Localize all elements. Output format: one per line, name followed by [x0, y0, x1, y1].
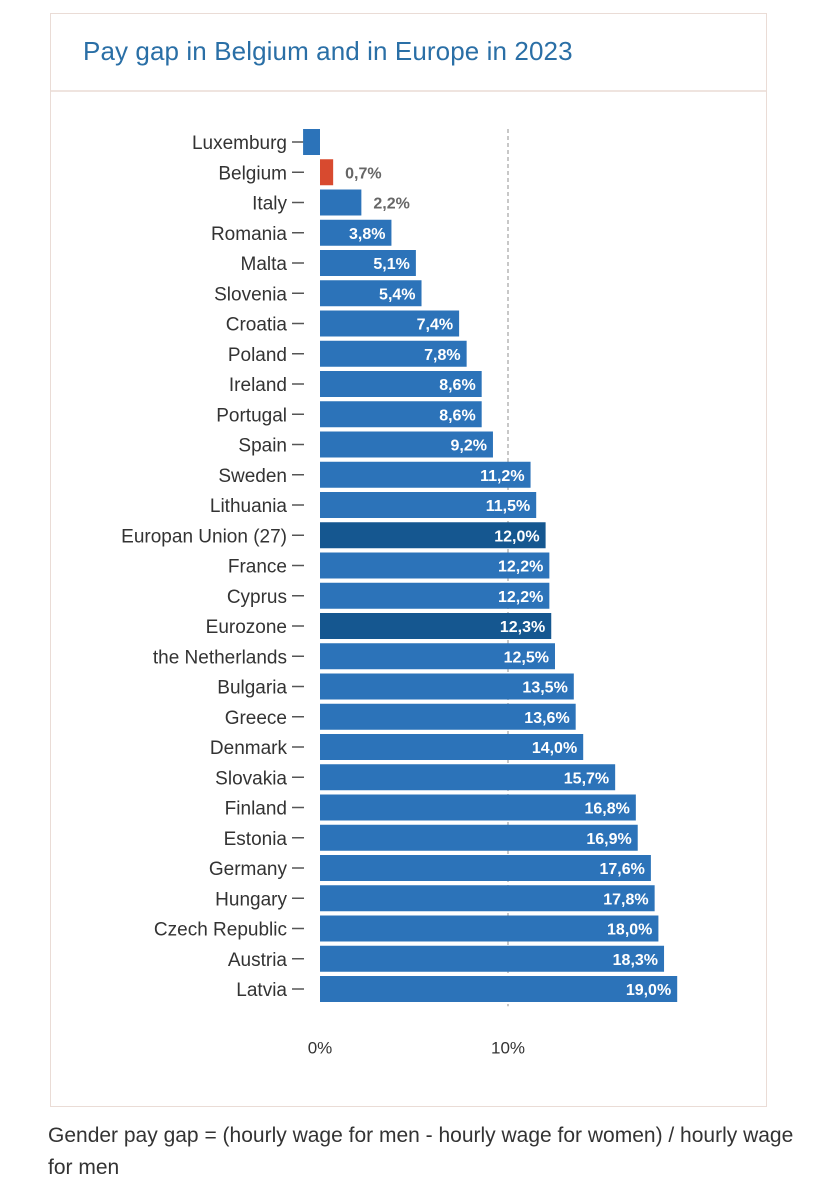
bar-czech-republic: [320, 915, 659, 942]
bar-denmark: [320, 734, 584, 760]
category-label: Romania: [211, 224, 287, 245]
category-label: Eurozone: [206, 617, 287, 638]
category-label: Bulgaria: [217, 678, 287, 699]
x-tick-label: 10%: [491, 1038, 525, 1057]
category-label: Greece: [225, 708, 287, 729]
category-label: Spain: [238, 436, 287, 457]
data-label: 5,1%: [373, 256, 409, 273]
bar-chart: Luxemburg Belgium 0,7% Italy 2,2% Romania 3,8%…: [121, 129, 678, 1057]
data-label: 13,5%: [522, 680, 567, 697]
bar-malta: [320, 250, 416, 276]
data-label: 7,8%: [424, 347, 460, 364]
category-label: Poland: [228, 345, 287, 366]
data-label: 11,5%: [486, 498, 530, 515]
bar-europan-union-27: [320, 522, 546, 549]
data-label: 12,2%: [498, 589, 543, 606]
category-label: Cyprus: [227, 587, 287, 608]
category-label: Denmark: [210, 738, 288, 759]
data-label: 11,2%: [480, 468, 524, 485]
data-label: 8,6%: [439, 407, 475, 424]
bar-croatia: [320, 310, 460, 337]
bar-greece: [320, 703, 576, 730]
bar-poland: [320, 340, 467, 367]
bar-germany: [320, 855, 651, 881]
bar-estonia: [320, 824, 638, 851]
data-label: 17,8%: [603, 891, 648, 908]
title-divider: [51, 90, 766, 92]
bar-slovenia: [320, 280, 422, 307]
category-label: Estonia: [224, 829, 288, 850]
footnote: Gender pay gap = (hourly wage for men - …: [48, 1124, 794, 1179]
category-label: Ireland: [229, 375, 287, 396]
category-label: Malta: [241, 254, 288, 275]
category-label: Germany: [209, 859, 288, 880]
bar-sweden: [320, 461, 531, 488]
category-label: France: [228, 557, 287, 578]
data-label: 17,6%: [600, 861, 645, 878]
data-label: 14,0%: [532, 740, 577, 757]
bar-austria: [320, 945, 665, 972]
bar-slovakia: [320, 764, 616, 791]
bar-italy: [320, 189, 362, 216]
category-label: Hungary: [215, 889, 287, 910]
category-label: Finland: [225, 799, 287, 820]
data-label: 18,0%: [607, 922, 652, 939]
category-label: Belgium: [218, 163, 287, 184]
category-label: the Netherlands: [153, 647, 287, 668]
category-label: Italy: [252, 194, 287, 215]
bar-lithuania: [320, 492, 537, 518]
data-label: 19,0%: [626, 982, 671, 999]
data-label: 8,6%: [439, 377, 475, 394]
data-label: 12,3%: [500, 619, 545, 636]
data-label: 12,0%: [494, 528, 539, 545]
category-label: Europan Union (27): [121, 526, 287, 547]
bar-the-netherlands: [320, 643, 555, 670]
bar-portugal: [320, 401, 482, 428]
x-tick-label: 0%: [308, 1038, 333, 1057]
data-label: 12,5%: [504, 649, 549, 666]
bar-luxemburg: [303, 129, 320, 155]
data-label: 3,8%: [349, 226, 385, 243]
category-label: Luxemburg: [192, 133, 287, 154]
category-label: Austria: [228, 950, 288, 971]
data-label: 7,4%: [417, 317, 453, 334]
category-label: Sweden: [218, 466, 287, 487]
bar-ireland: [320, 371, 482, 397]
bar-bulgaria: [320, 673, 574, 700]
bar-cyprus: [320, 582, 550, 609]
data-label: 5,4%: [379, 286, 415, 303]
bar-belgium: [320, 159, 334, 186]
data-label: 0,7%: [345, 165, 381, 182]
category-label: Latvia: [236, 980, 287, 1001]
category-label: Lithuania: [210, 496, 288, 517]
bar-eurozone: [320, 613, 552, 639]
category-label: Slovakia: [215, 768, 287, 789]
category-label: Croatia: [226, 315, 288, 336]
bar-romania: [320, 219, 392, 246]
data-label: 15,7%: [564, 770, 609, 787]
bar-latvia: [320, 976, 678, 1002]
category-label: Czech Republic: [154, 920, 287, 941]
category-label: Portugal: [216, 405, 287, 426]
data-label: 9,2%: [450, 438, 486, 455]
data-label: 13,6%: [524, 710, 569, 727]
bar-hungary: [320, 885, 655, 912]
data-label: 2,2%: [373, 196, 409, 213]
bar-finland: [320, 794, 636, 821]
data-label: 16,8%: [584, 801, 629, 818]
chart-title: Pay gap in Belgium and in Europe in 2023: [83, 36, 573, 66]
category-label: Slovenia: [214, 284, 287, 305]
bar-spain: [320, 431, 493, 458]
bar-france: [320, 552, 550, 579]
data-label: 16,9%: [586, 831, 631, 848]
data-label: 18,3%: [613, 952, 658, 969]
data-label: 12,2%: [498, 559, 543, 576]
